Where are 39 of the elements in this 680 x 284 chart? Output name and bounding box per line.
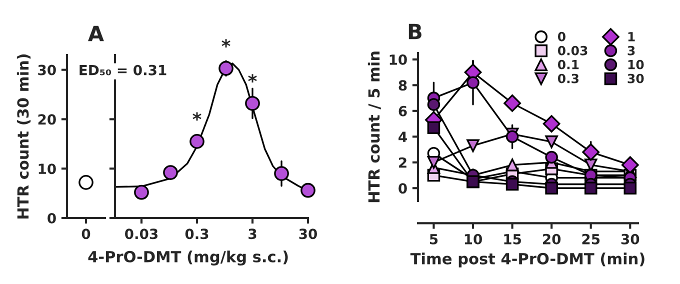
chart-title: B [408,24,422,40]
y-tick-label: 6 [398,106,407,116]
y-tick-label: 4 [398,132,407,142]
x-tick-label: 0.03 [125,228,158,240]
x-tick-label: 30 [621,234,640,244]
x-tick-label: 0 [82,228,90,240]
legend-label: 0.1 [558,60,579,70]
x-tick-label: 10 [464,234,482,244]
legend-label: 0.03 [558,46,588,56]
x-tick-label: 0.3 [185,228,208,240]
y-tick-label: 8 [398,80,407,91]
x-tick-label: 25 [582,234,600,244]
x-axis-title: 4-PrO-DMT (mg/kg s.c.) [88,250,288,266]
chart-title: A [88,26,104,42]
y-axis-title: HTR count (30 min) [16,54,31,218]
y-tick-label: 30 [38,64,56,76]
y-tick-label: 10 [390,54,407,65]
y-tick-label: 0 [48,212,56,224]
x-tick-label: 15 [504,234,521,244]
x-axis-title: Time post 4-PrO-DMT (min) [410,252,644,268]
annotation: ED₅₀ = 0.31 [80,64,166,76]
y-tick-label: 2 [399,157,406,168]
x-tick-label: 30 [299,228,317,240]
annotation: * [222,39,230,48]
legend-label: 0 [558,32,566,42]
legend-label: 3 [628,46,635,56]
x-tick-label: 5 [430,234,438,244]
x-tick-label: 20 [543,234,561,244]
y-tick-label: 10 [38,164,56,174]
legend-label: 0.3 [558,74,579,84]
legend-label: 30 [628,74,644,84]
legend-label: 1 [628,32,635,42]
y-tick-label: 20 [38,114,56,125]
x-tick-label: 3 [248,228,256,240]
y-tick-label: 0 [398,183,407,194]
legend-label: 10 [628,60,644,70]
y-axis-title: HTR count / 5 min [368,52,381,202]
annotation: * [248,74,257,83]
annotation: * [192,112,202,121]
